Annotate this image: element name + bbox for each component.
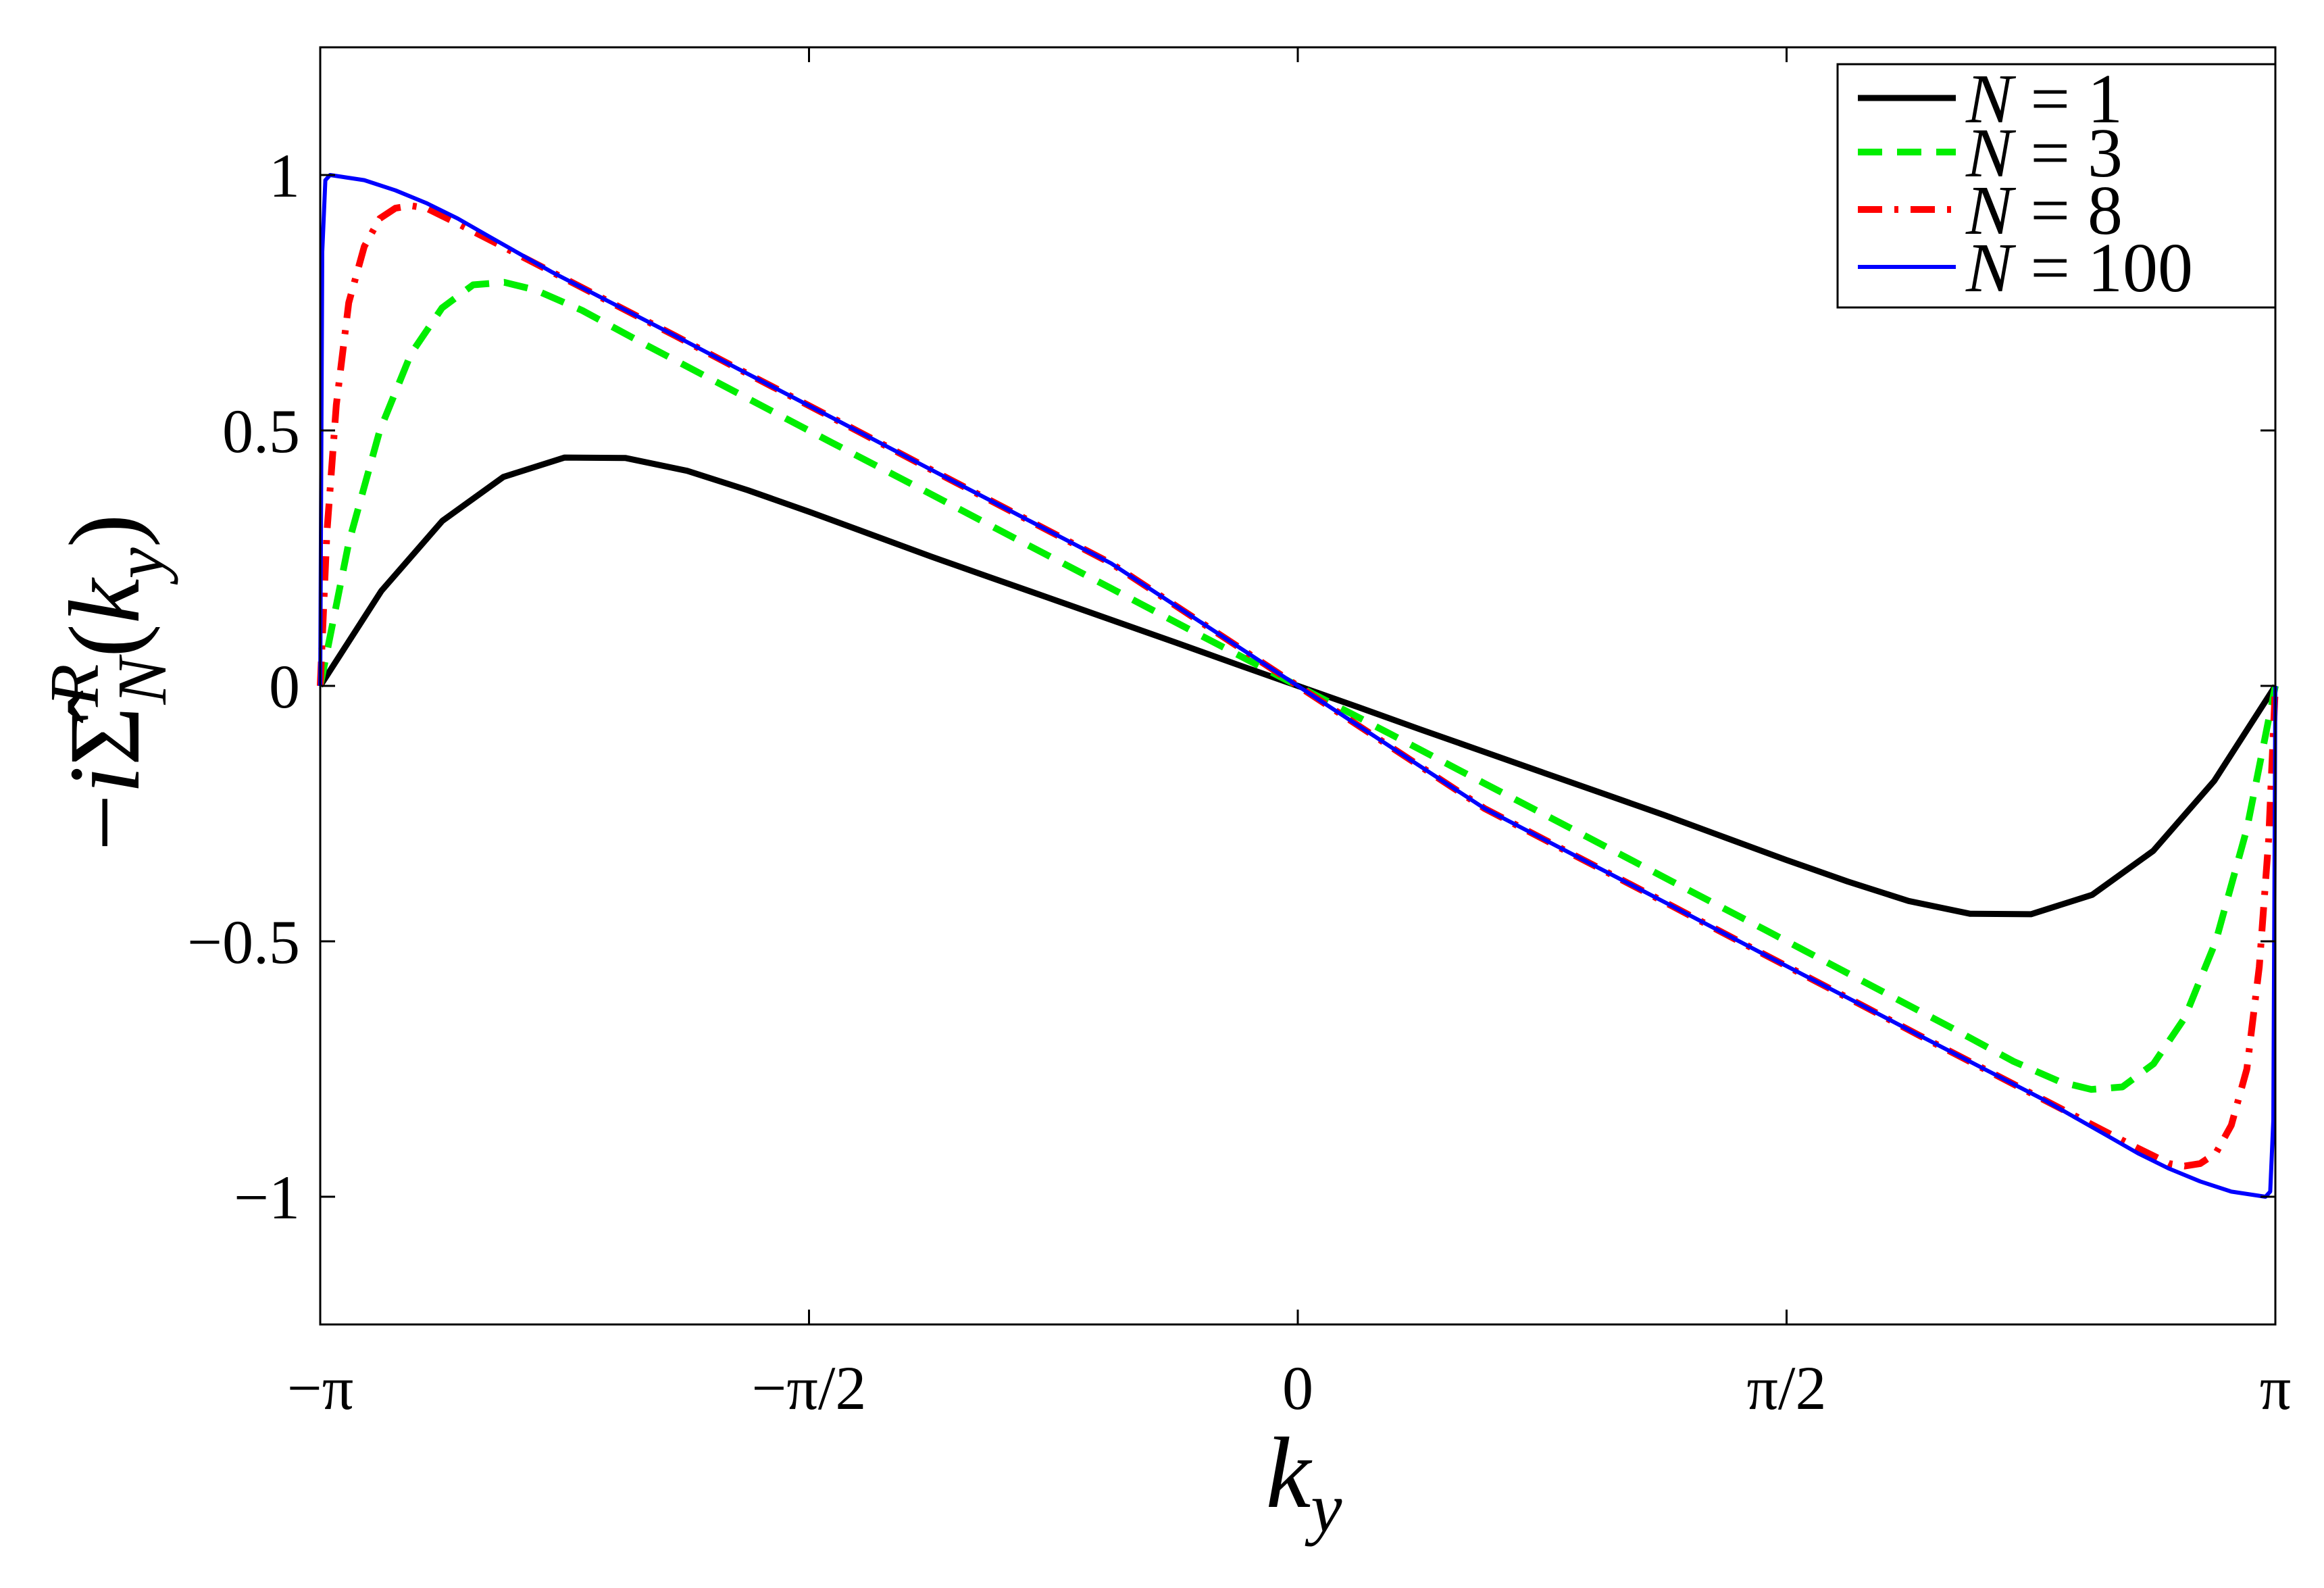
y-axis-label: −iΣ̂RN(ky) xyxy=(36,514,181,851)
y-tick-label-4: −1 xyxy=(234,1163,300,1232)
legend-label-1: N = 1 xyxy=(1965,60,2123,138)
y-tick-label-2: 0 xyxy=(269,652,300,721)
ticks-layer xyxy=(319,47,2277,1324)
legend-label-100: N = 100 xyxy=(1965,229,2193,307)
x-tick-label-4: π xyxy=(2260,1354,2291,1422)
x-tick-label-3: π/2 xyxy=(1746,1354,1826,1422)
y-axis-label-k: k xyxy=(49,577,161,624)
x-axis-label-subscript: y xyxy=(1305,1469,1342,1547)
y-axis-label-subscript-y: y xyxy=(101,547,178,585)
x-tick-label-0: −π xyxy=(287,1354,353,1422)
y-axis-label-paren-close: ) xyxy=(49,514,161,547)
svg-text:−iΣ̂RN(ky): −iΣ̂RN(ky) xyxy=(36,514,181,851)
x-tick-label-1: −π/2 xyxy=(752,1354,867,1422)
y-tick-label-3: −0.5 xyxy=(187,908,300,976)
x-tick-label-2: 0 xyxy=(1282,1354,1313,1422)
y-axis-label-paren-open: ( xyxy=(49,624,161,657)
y-axis-label-i: i xyxy=(49,766,161,794)
y-axis-label-superscript: R xyxy=(36,664,113,708)
y-axis-label-subscript-n: N xyxy=(103,653,181,705)
series-line-8 xyxy=(317,202,2279,1170)
legend-entries: N = 1N = 3N = 8N = 100 xyxy=(1858,60,2193,307)
y-tick-label-1: 0.5 xyxy=(222,397,300,466)
y-tick-label-0: 1 xyxy=(269,141,300,210)
legend: N = 1N = 3N = 8N = 100 xyxy=(1836,60,2277,309)
y-axis-label-minus: − xyxy=(49,794,161,851)
x-axis-label: ky xyxy=(1266,1417,1343,1547)
legend-label-3: N = 3 xyxy=(1965,114,2123,192)
legend-label-8: N = 8 xyxy=(1965,172,2123,249)
tick-labels-layer: −π −π/2 0 π/2 π 1 0.5 0 −0.5 −1 xyxy=(187,141,2291,1422)
x-axis-label-main: k xyxy=(1266,1417,1313,1529)
series-layer xyxy=(317,173,2279,1199)
series-line-100 xyxy=(318,173,2277,1199)
